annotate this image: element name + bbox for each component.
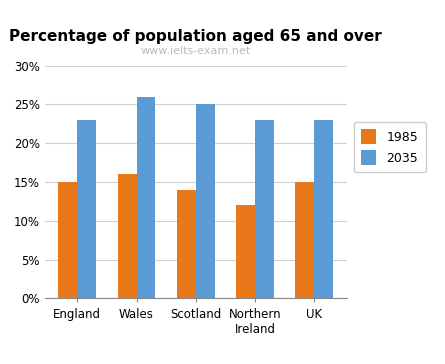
Bar: [295, 182, 314, 298]
Bar: [117, 174, 137, 298]
Bar: [196, 104, 215, 298]
Bar: [314, 120, 333, 298]
Title: Percentage of population aged 65 and over: Percentage of population aged 65 and ove…: [9, 28, 382, 44]
Text: www.ielts-exam.net: www.ielts-exam.net: [141, 46, 251, 56]
Bar: [255, 120, 274, 298]
Bar: [236, 205, 255, 298]
Bar: [177, 190, 196, 298]
Bar: [58, 182, 77, 298]
Legend: 1985, 2035: 1985, 2035: [354, 122, 425, 172]
Bar: [137, 96, 155, 298]
Bar: [77, 120, 96, 298]
